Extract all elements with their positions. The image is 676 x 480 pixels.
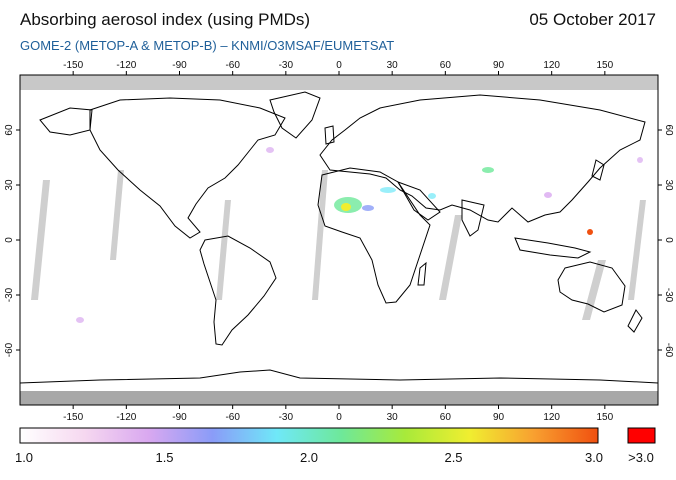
map-background	[20, 75, 658, 405]
orbit-gap-swath	[628, 200, 646, 300]
orbit-gap-swath	[582, 260, 606, 320]
lon-tick-label-top: 30	[387, 60, 399, 71]
page-title: Absorbing aerosol index (using PMDs)	[20, 10, 311, 29]
aerosol-patch	[76, 317, 84, 323]
coastline-new-zealand	[627, 309, 643, 333]
aerosol-patch-hotspot	[587, 229, 593, 235]
lon-tick-label-top: -90	[172, 60, 187, 71]
orbit-gap-swath	[110, 170, 124, 260]
colorbar-tick-label: 1.0	[14, 450, 34, 465]
colorbar-tick-label: 2.0	[299, 450, 319, 465]
lat-tick-label-left: -60	[4, 342, 15, 357]
colorbar-over-label: >3.0	[628, 450, 654, 465]
coastline-north-america	[89, 97, 286, 239]
colorbar-tick-label: 1.5	[155, 450, 174, 465]
lon-tick-label-bottom: 90	[493, 412, 505, 423]
coastline-africa	[317, 167, 431, 304]
coastline-japan	[591, 159, 605, 181]
colorbar-over-swatch	[627, 427, 656, 444]
coastline-alaska	[39, 107, 93, 136]
lat-tick-label-left: 60	[4, 124, 15, 136]
lon-tick-label-top: 150	[596, 60, 613, 71]
lon-tick-label-top: 90	[493, 60, 505, 71]
arctic-no-data-band	[20, 75, 658, 90]
lon-tick-label-bottom: 30	[387, 412, 399, 423]
lat-ticks-right: 60 30 0 -30 -60	[658, 124, 674, 358]
lon-tick-label-bottom: -30	[279, 412, 294, 423]
lat-tick-label-left: -30	[4, 287, 15, 302]
lat-tick-label-left: 0	[4, 237, 15, 243]
coastlines	[20, 91, 658, 384]
aerosol-patch-core	[341, 203, 351, 211]
lon-tick-label-top: 60	[440, 60, 452, 71]
coastline-australia	[557, 261, 626, 313]
lon-tick-label-bottom: -120	[116, 412, 136, 423]
aerosol-patch	[362, 205, 374, 211]
lat-tick-label-right: -60	[663, 343, 674, 358]
colorbar-tick-label: 2.5	[444, 450, 463, 465]
aerosol-patch-asia	[482, 167, 494, 173]
orbit-gap-swath	[312, 170, 328, 300]
lon-ticks-top: -150 -120 -90 -60 -30 0 30 60 90 120 150	[63, 60, 614, 75]
lat-tick-label-right: -30	[663, 288, 674, 303]
coastline-india	[461, 199, 485, 237]
lat-tick-label-right: 60	[663, 124, 674, 136]
coastline-arabia	[396, 181, 441, 221]
lon-tick-label-top: 120	[543, 60, 560, 71]
lon-tick-label-top: -30	[279, 60, 294, 71]
aerosol-patch	[266, 147, 274, 153]
antarctic-no-data-band	[20, 391, 658, 405]
coastline-greenland	[269, 91, 321, 139]
lon-tick-label-bottom: 0	[336, 412, 342, 423]
aerosol-patches	[76, 147, 643, 323]
lon-tick-label-top: -60	[225, 60, 240, 71]
aerosol-patch	[380, 187, 396, 193]
colorbar-tick-label: 3.0	[584, 450, 604, 465]
subtitle: GOME-2 (METOP-A & METOP-B) – KNMI/O3MSAF…	[20, 38, 395, 53]
lat-tick-label-right: 30	[663, 179, 674, 191]
orbit-gap-swath	[216, 200, 231, 300]
lat-ticks-left: 60 30 0 -30 -60	[4, 124, 20, 357]
orbit-gap-swath	[31, 180, 50, 300]
aerosol-patch	[428, 193, 436, 199]
coastline-uk	[324, 125, 335, 145]
lon-tick-label-bottom: -150	[63, 412, 83, 423]
lon-tick-label-bottom: -60	[225, 412, 240, 423]
lon-tick-label-top: 0	[336, 60, 342, 71]
coastline-madagascar	[417, 261, 427, 286]
orbit-gaps	[31, 170, 646, 320]
lat-tick-label-left: 30	[4, 179, 15, 191]
lon-tick-label-bottom: 60	[440, 412, 452, 423]
colorbar	[19, 427, 599, 444]
lon-tick-label-top: -150	[63, 60, 83, 71]
coastline-eurasia	[319, 94, 646, 223]
lon-tick-label-bottom: 150	[596, 412, 613, 423]
coastline-indonesia	[514, 237, 592, 259]
lon-ticks-bottom: -150 -120 -90 -60 -30 0 30 60 90 120 150	[63, 405, 614, 423]
orbit-gap-swath	[439, 215, 462, 300]
coastline-antarctica	[20, 369, 658, 384]
lon-tick-label-bottom: 120	[543, 412, 560, 423]
aerosol-patch	[544, 192, 552, 198]
coastline-south-america	[199, 235, 277, 346]
date-label: 05 October 2017	[529, 10, 656, 29]
lat-tick-label-right: 0	[663, 237, 674, 243]
lon-tick-label-top: -120	[116, 60, 136, 71]
lon-tick-label-bottom: -90	[172, 412, 187, 423]
aerosol-patch	[637, 157, 643, 163]
